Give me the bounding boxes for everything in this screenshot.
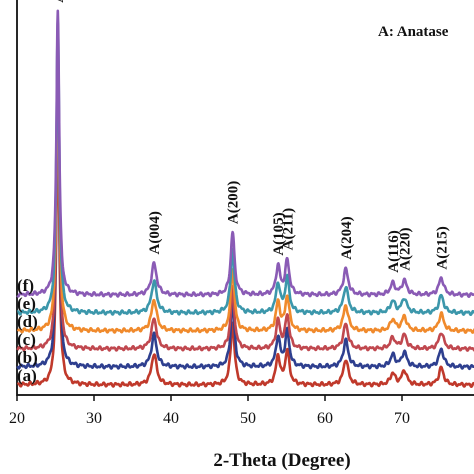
series-line-0 <box>16 98 474 388</box>
series-line-3 <box>16 42 474 334</box>
peak-label-8: A(215) <box>434 226 450 269</box>
peak-label-4: A(211) <box>280 208 296 251</box>
peak-label-3: A(105) <box>271 212 287 255</box>
x-tick-label-3: 50 <box>240 410 256 427</box>
x-tick-label-1: 30 <box>86 410 102 427</box>
x-tick-label-4: 60 <box>317 410 333 427</box>
series-label-2: (c) <box>17 330 36 349</box>
traces <box>16 9 474 388</box>
x-tick-label-2: 40 <box>163 410 179 427</box>
series-label-4: (e) <box>17 294 36 313</box>
series-line-1 <box>16 72 474 371</box>
plot-frame <box>16 0 474 396</box>
series-label-3: (d) <box>17 312 38 331</box>
x-tick-label-5: 70 <box>394 410 410 427</box>
series-line-2 <box>16 72 474 352</box>
peak-label-2: A(200) <box>226 181 242 224</box>
x-axis-title: 2-Theta (Degree) <box>213 450 350 471</box>
x-axis-ticks: 20 30 40 50 60 70 <box>9 395 410 427</box>
peak-label-7: A(220) <box>397 227 413 270</box>
peak-labels: A(101) A(004) A(200) A(105)A(211) A(204) A(11… <box>51 0 450 273</box>
x-tick-label-0: 20 <box>9 410 25 427</box>
series-label-5: (f) <box>17 276 34 295</box>
trace-labels: (a)(b)(c)(d)(e)(f) <box>17 276 38 385</box>
legend-text: A: Anatase <box>378 24 449 40</box>
peak-label-6: A(116) <box>386 230 402 273</box>
peak-label-5: A(204) <box>339 216 355 259</box>
plot-area: (a)(b)(c)(d)(e)(f) A(101)A(004)A(200)A(1… <box>9 0 474 427</box>
series-label-1: (b) <box>17 348 38 367</box>
series-line-5 <box>16 9 474 298</box>
peak-label-0: A(101) <box>51 0 67 3</box>
series-label-0: (a) <box>17 366 37 385</box>
peak-label-1: A(004) <box>147 211 163 254</box>
series-line-4 <box>16 21 474 316</box>
